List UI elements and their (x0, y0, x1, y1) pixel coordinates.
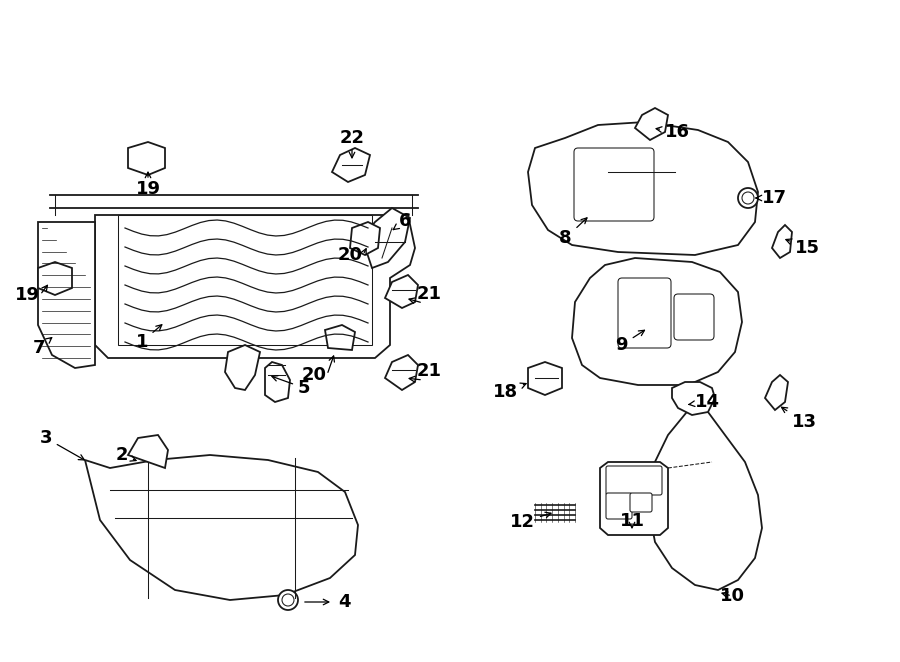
Polygon shape (600, 462, 668, 535)
Text: 6: 6 (393, 212, 411, 230)
Text: 12: 12 (510, 512, 551, 531)
Polygon shape (225, 345, 260, 390)
Polygon shape (38, 262, 72, 295)
Polygon shape (95, 215, 415, 358)
Text: 11: 11 (619, 512, 644, 530)
Text: 8: 8 (560, 218, 587, 247)
Text: 15: 15 (786, 239, 820, 257)
Text: 18: 18 (493, 383, 526, 401)
Polygon shape (38, 222, 95, 368)
Polygon shape (572, 258, 742, 385)
FancyBboxPatch shape (630, 493, 652, 512)
Text: 4: 4 (338, 593, 350, 611)
Text: 21: 21 (417, 285, 442, 303)
Circle shape (738, 188, 758, 208)
Text: 3: 3 (40, 429, 85, 460)
Polygon shape (118, 215, 372, 345)
Text: 5: 5 (272, 375, 310, 397)
Text: 9: 9 (616, 330, 644, 354)
Polygon shape (350, 222, 380, 255)
Circle shape (278, 590, 298, 610)
Text: 10: 10 (719, 587, 744, 605)
Polygon shape (765, 375, 788, 410)
Text: 21: 21 (417, 362, 442, 380)
Text: 1: 1 (136, 325, 162, 351)
Polygon shape (265, 362, 290, 402)
Text: 7: 7 (32, 338, 51, 357)
Polygon shape (332, 148, 370, 182)
Text: 20: 20 (338, 246, 363, 264)
Text: 20: 20 (302, 366, 327, 384)
Text: 17: 17 (756, 189, 787, 207)
Text: 19: 19 (15, 286, 40, 304)
FancyBboxPatch shape (618, 278, 671, 348)
Polygon shape (772, 225, 792, 258)
Polygon shape (672, 382, 715, 415)
Circle shape (742, 192, 754, 204)
FancyBboxPatch shape (574, 148, 654, 221)
FancyBboxPatch shape (606, 466, 662, 495)
Text: 19: 19 (136, 180, 160, 198)
Text: 22: 22 (339, 129, 365, 147)
FancyBboxPatch shape (674, 294, 714, 340)
Text: 2: 2 (115, 446, 136, 464)
Polygon shape (648, 402, 762, 590)
Polygon shape (385, 275, 418, 308)
Polygon shape (128, 435, 168, 468)
Polygon shape (528, 362, 562, 395)
Polygon shape (128, 142, 165, 175)
FancyBboxPatch shape (606, 493, 632, 519)
Text: 14: 14 (688, 393, 720, 411)
Circle shape (282, 594, 294, 606)
Polygon shape (385, 355, 418, 390)
Text: 16: 16 (656, 123, 690, 141)
Polygon shape (325, 325, 355, 350)
Polygon shape (85, 455, 358, 600)
Polygon shape (362, 208, 410, 268)
Text: 13: 13 (781, 407, 817, 431)
Polygon shape (528, 122, 758, 255)
Polygon shape (635, 108, 668, 140)
